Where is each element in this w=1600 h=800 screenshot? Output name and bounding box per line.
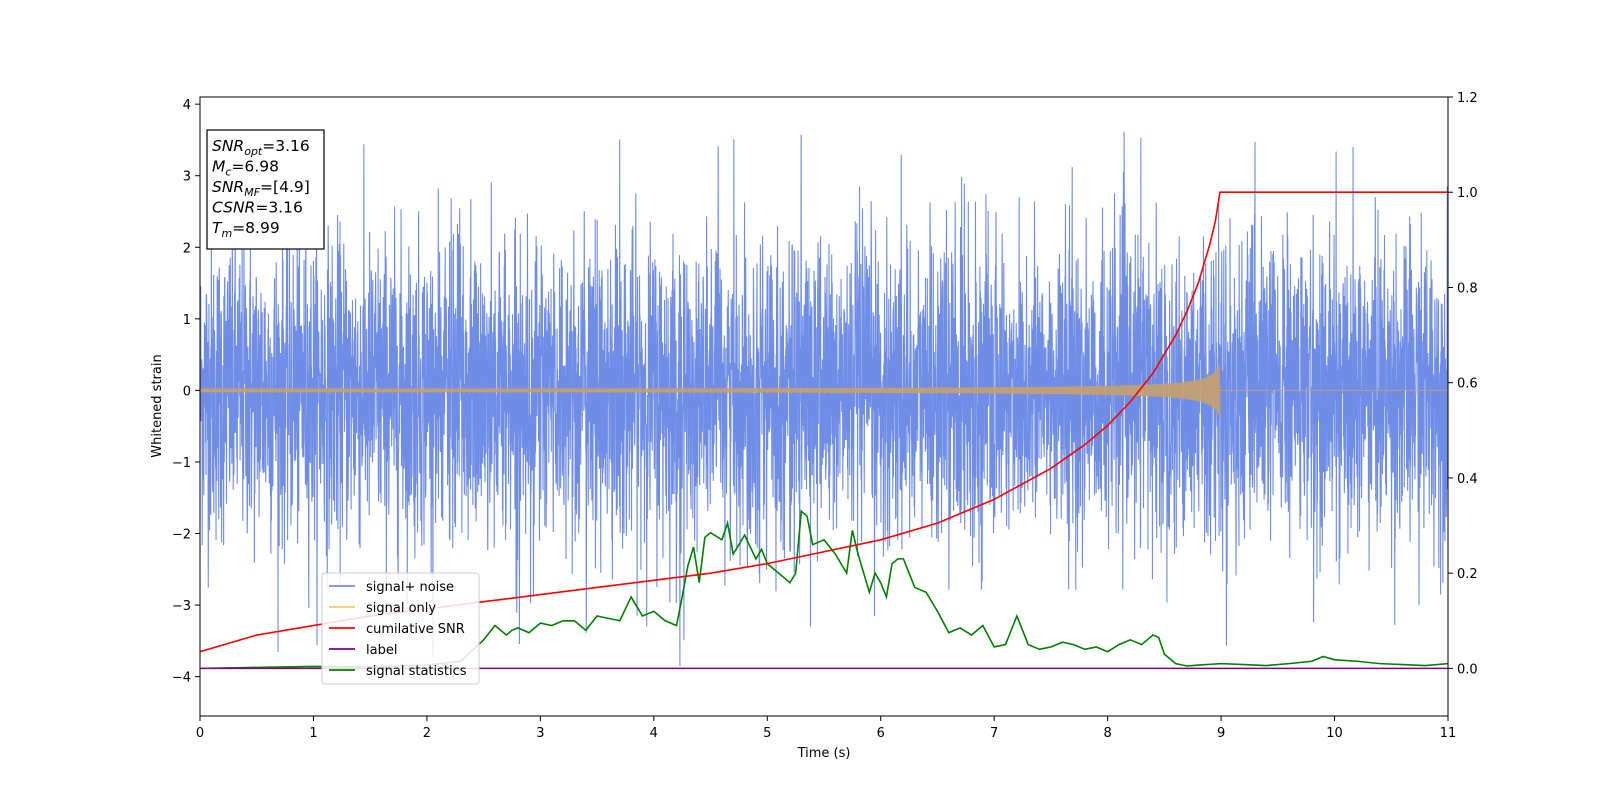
y-left-tick-label: 1 (183, 313, 191, 328)
legend-frame (321, 572, 480, 685)
x-tick-label: 8 (1103, 726, 1111, 741)
y-axis-right: 0.0 0.2 0.4 0.6 0.8 1.0 1.2 (1448, 91, 1478, 677)
legend: signal+ noise signal only cumilative SNR la… (321, 572, 480, 685)
x-tick-label: 4 (650, 726, 658, 741)
x-axis-title: Time (s) (797, 746, 851, 761)
info-line: CSNR=3.16 (212, 199, 303, 217)
legend-label-cum_snr: cumilative SNR (366, 622, 465, 637)
y-left-tick-label: −3 (172, 599, 191, 614)
legend-label-noise: signal+ noise (366, 580, 454, 595)
y-right-tick-label: 0.8 (1457, 281, 1478, 296)
y-left-tick-label: 4 (183, 98, 191, 113)
y-right-tick-label: 1.2 (1457, 91, 1478, 106)
x-tick-label: 9 (1217, 726, 1225, 741)
x-axis: 0 1 2 3 4 5 6 7 8 9 10 11 (196, 716, 1456, 741)
info-line: SNRMF=[4.9] (212, 178, 310, 199)
series-signal-statistics-line (200, 509, 1448, 670)
x-tick-label: 2 (423, 726, 431, 741)
x-tick-label: 6 (877, 726, 885, 741)
y-right-tick-label: 1.0 (1457, 186, 1478, 201)
info-line: Tm=8.99 (212, 219, 280, 240)
y-right-tick-label: 0.6 (1457, 377, 1478, 392)
y-left-tick-label: 2 (183, 241, 191, 256)
info-line: SNRopt=3.16 (212, 137, 310, 158)
x-tick-label: 0 (196, 726, 204, 741)
y-axis-title: Whitened strain (150, 354, 165, 457)
series-signal-only-line (200, 364, 1448, 418)
y-left-tick-label: −2 (172, 528, 191, 543)
y-right-tick-label: 0.2 (1457, 567, 1478, 582)
x-tick-label: 1 (309, 726, 317, 741)
x-tick-label: 11 (1440, 726, 1457, 741)
x-tick-label: 3 (536, 726, 544, 741)
legend-label-label: label (366, 643, 397, 658)
info-box-frame (206, 129, 325, 250)
y-right-tick-label: 0.0 (1457, 662, 1478, 677)
y-axis-left: −4 −3 −2 −1 0 1 2 3 4 (172, 98, 200, 686)
plot-frame (199, 96, 1449, 717)
x-tick-label: 10 (1326, 726, 1343, 741)
y-left-tick-label: −4 (172, 671, 191, 686)
y-left-tick-label: −1 (172, 456, 191, 471)
info-line: Mc=6.98 (212, 158, 279, 179)
legend-label-stats: signal statistics (366, 664, 467, 679)
y-left-tick-label: 3 (183, 170, 191, 185)
y-right-tick-label: 0.4 (1457, 472, 1478, 487)
x-tick-label: 7 (990, 726, 998, 741)
series-signal-noise-line (200, 131, 1448, 666)
legend-label-signal: signal only (366, 601, 436, 616)
x-tick-label: 5 (763, 726, 771, 741)
y-left-tick-label: 0 (183, 384, 191, 399)
